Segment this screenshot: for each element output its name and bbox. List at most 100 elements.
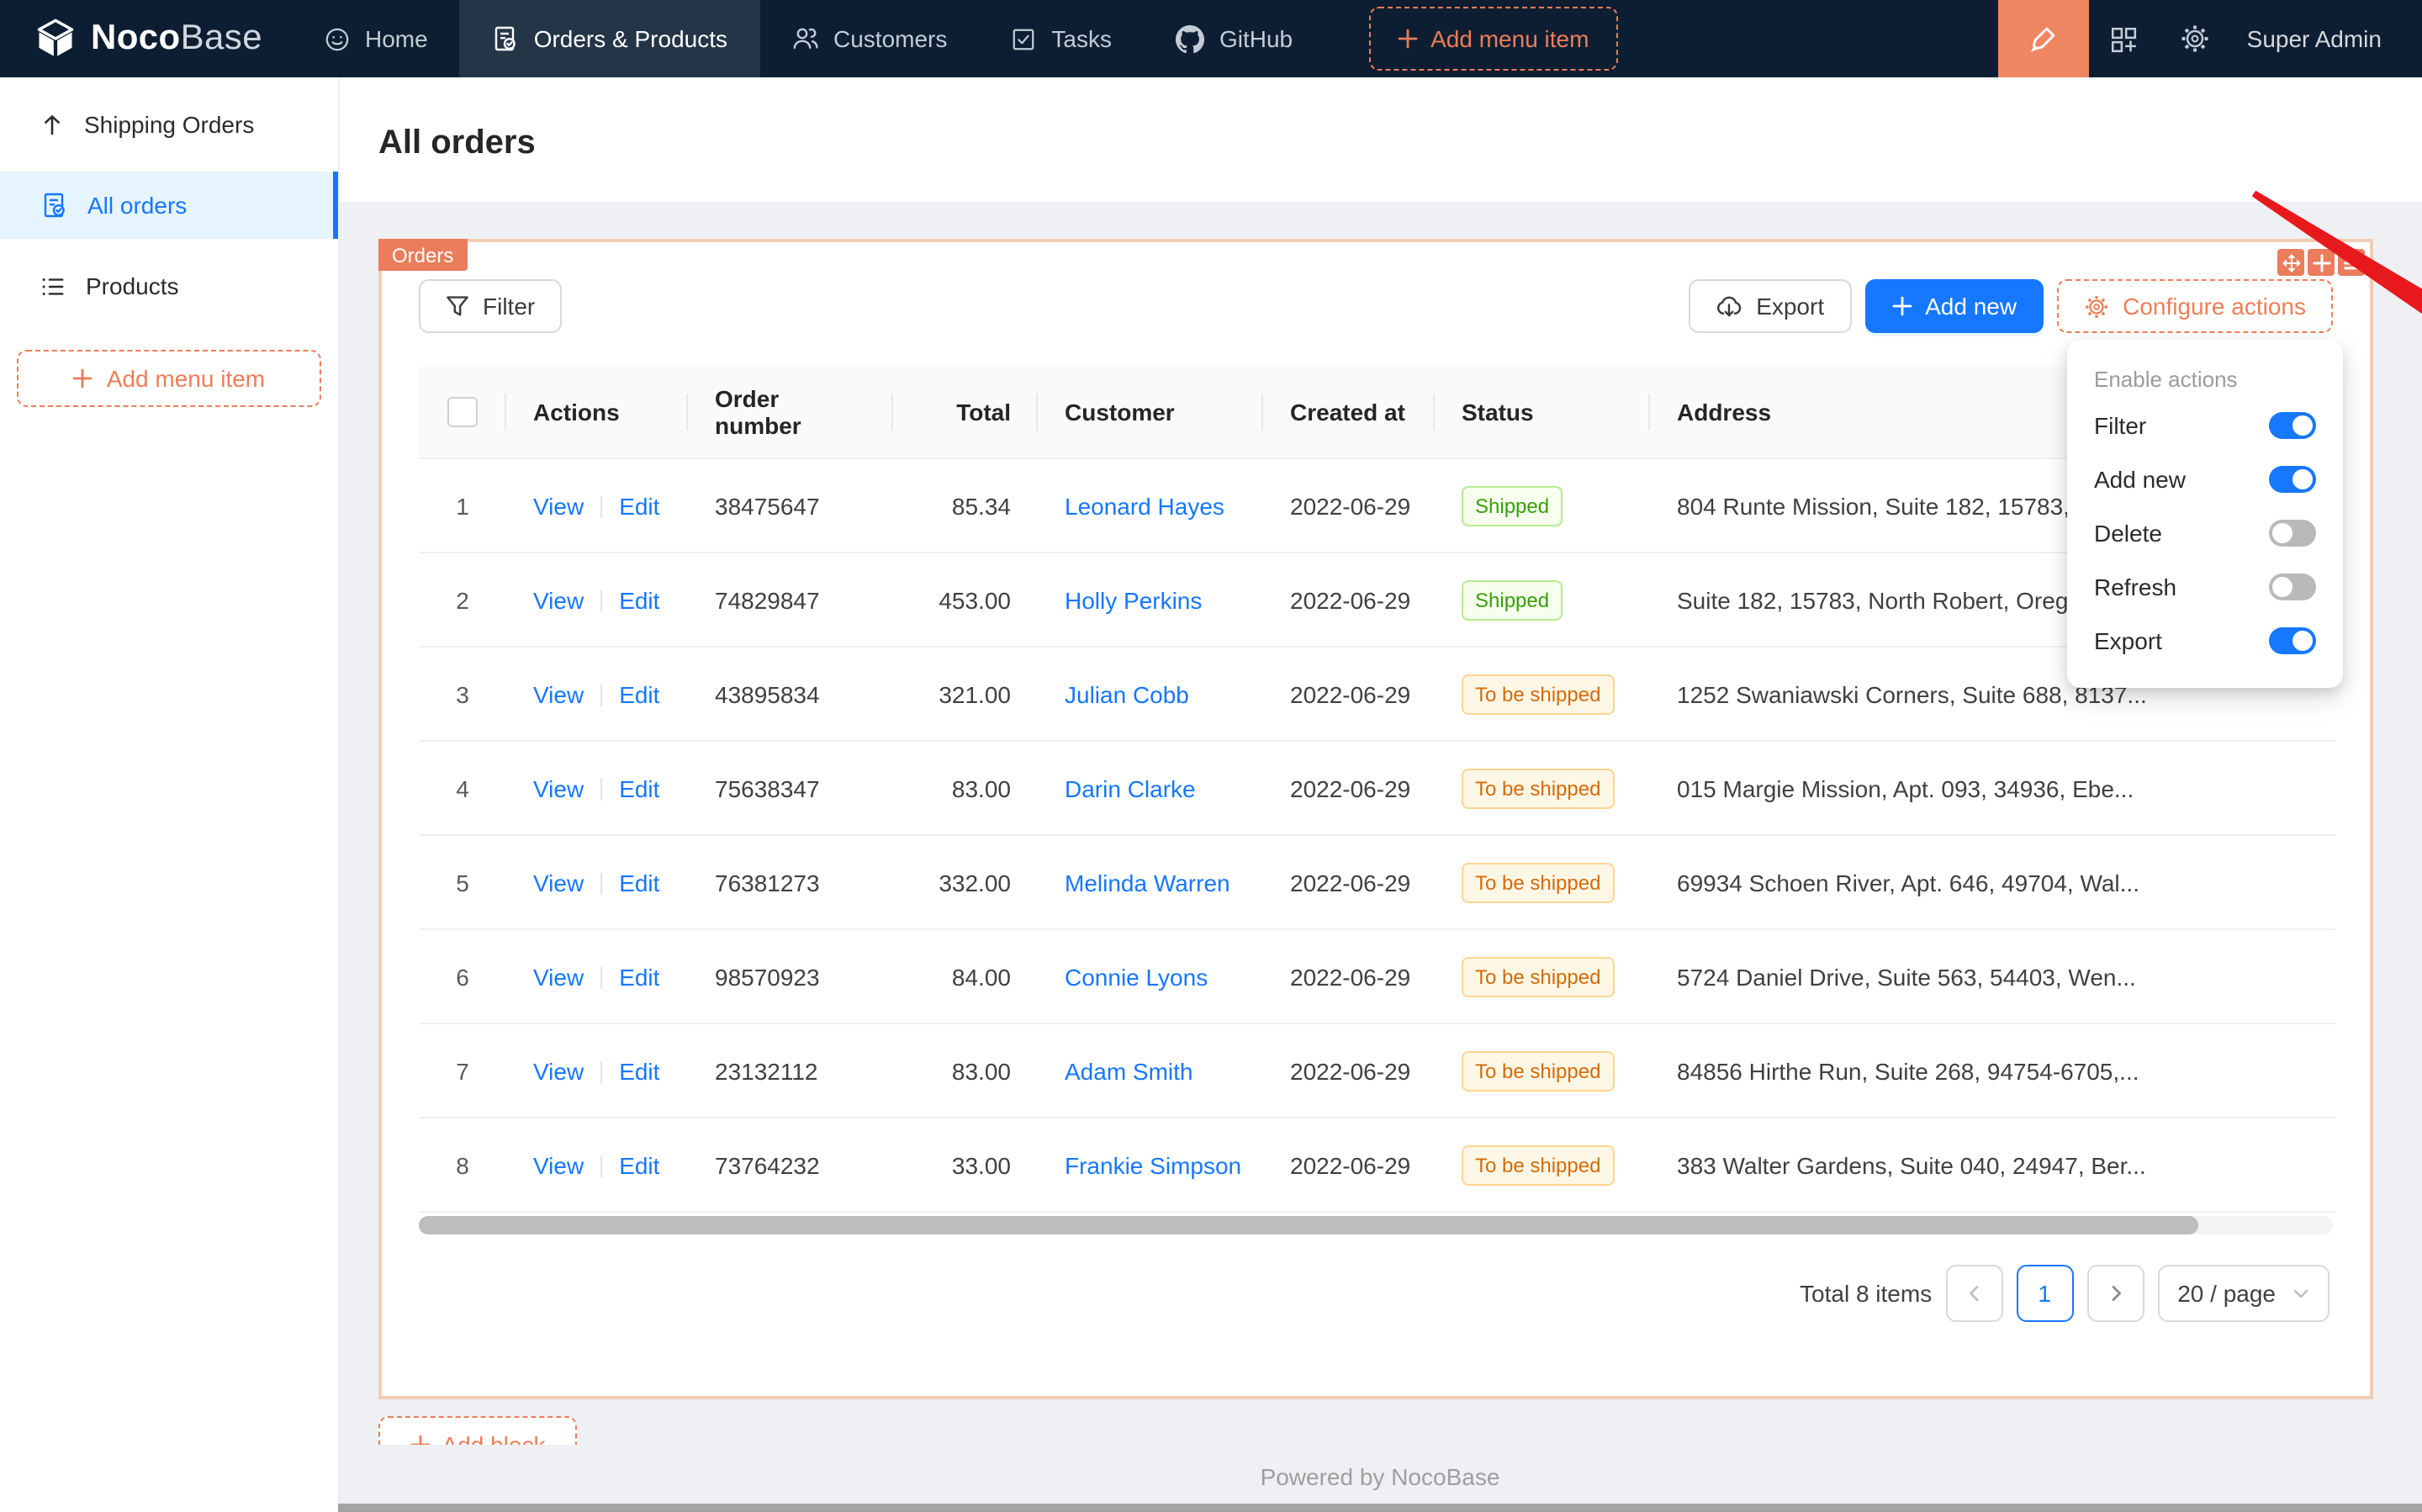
address-cell: 015 Margie Mission, Apt. 093, 34936, Ebe… (1650, 741, 2336, 835)
settings-button[interactable] (2160, 0, 2230, 77)
next-page-button[interactable] (2086, 1265, 2144, 1322)
tab-customers[interactable]: Customers (759, 0, 979, 77)
page-bottom-scrollbar[interactable] (338, 1504, 2422, 1512)
add-block-corner-button[interactable] (2308, 249, 2335, 276)
cube-logo-icon (34, 17, 77, 61)
view-link[interactable]: View (533, 586, 584, 613)
navbar-add-menu-item-button[interactable]: Add menu item (1368, 7, 1617, 71)
order-number-cell: 74829847 (688, 552, 893, 647)
link-divider (600, 495, 602, 517)
edit-link[interactable]: Edit (619, 586, 659, 613)
edit-link[interactable]: Edit (619, 1057, 659, 1084)
order-number-cell: 23132112 (688, 1023, 893, 1118)
add-new-button[interactable]: Add new (1864, 279, 2044, 333)
status-badge: To be shipped (1462, 956, 1614, 997)
sidebar-add-menu-item-button[interactable]: Add menu item (17, 350, 321, 407)
sidebar-item-shipping-orders[interactable]: Shipping Orders (0, 91, 338, 158)
chevron-right-icon (2107, 1285, 2123, 1302)
edit-link[interactable]: Edit (619, 963, 659, 990)
view-link[interactable]: View (533, 963, 584, 990)
page-number: 1 (2038, 1280, 2051, 1307)
col-header-customer: Customer (1038, 367, 1263, 458)
view-link[interactable]: View (533, 1151, 584, 1178)
edit-link[interactable]: Edit (619, 869, 659, 896)
order-number-cell: 43895834 (688, 647, 893, 741)
drag-handle-button[interactable] (2277, 249, 2304, 276)
refresh-toggle[interactable] (2269, 574, 2316, 600)
pagination: Total 8 items 1 20 / page (382, 1265, 2329, 1322)
ui-editor-button[interactable] (1998, 0, 2089, 77)
export-toggle[interactable] (2269, 627, 2316, 654)
dropdown-item-delete[interactable]: Delete (2067, 506, 2343, 560)
dropdown-item-label: Add new (2094, 466, 2186, 493)
view-link[interactable]: View (533, 869, 584, 896)
table-header-row: Actions Order number Total Customer Crea… (419, 367, 2336, 458)
edit-link[interactable]: Edit (619, 775, 659, 801)
add-new-toggle[interactable] (2269, 466, 2316, 493)
horizontal-scrollbar[interactable] (419, 1216, 2333, 1234)
filter-toggle[interactable] (2269, 412, 2316, 439)
customer-link[interactable]: Melinda Warren (1065, 869, 1230, 896)
pagination-total: Total 8 items (1800, 1280, 1932, 1307)
tab-label: Tasks (1051, 25, 1112, 52)
edit-link[interactable]: Edit (619, 1151, 659, 1178)
prev-page-button[interactable] (1945, 1265, 2002, 1322)
filter-button[interactable]: Filter (419, 279, 562, 333)
add-menu-item-label: Add menu item (1430, 25, 1589, 52)
edit-link[interactable]: Edit (619, 492, 659, 519)
customer-link[interactable]: Julian Cobb (1065, 680, 1189, 707)
view-link[interactable]: View (533, 775, 584, 801)
customer-link[interactable]: Connie Lyons (1065, 963, 1208, 990)
order-number-cell: 76381273 (688, 835, 893, 929)
created-at-cell: 2022-06-29 (1263, 929, 1435, 1023)
created-at-cell: 2022-06-29 (1263, 647, 1435, 741)
dropdown-item-refresh[interactable]: Refresh (2067, 560, 2343, 614)
row-index: 3 (419, 647, 506, 741)
add-block-button[interactable]: Add block (378, 1416, 577, 1445)
nocobase-logo[interactable]: NocoBase (0, 17, 293, 61)
dropdown-item-add-new[interactable]: Add new (2067, 452, 2343, 506)
select-all-checkbox[interactable] (447, 397, 478, 427)
view-link[interactable]: View (533, 680, 584, 707)
total-cell: 85.34 (893, 458, 1038, 552)
block-designer-toolbar (2277, 249, 2365, 276)
customer-link[interactable]: Darin Clarke (1065, 775, 1196, 801)
export-button[interactable]: Export (1689, 279, 1851, 333)
tab-tasks[interactable]: Tasks (979, 0, 1144, 77)
status-badge: Shipped (1462, 579, 1563, 620)
tab-github[interactable]: GitHub (1144, 0, 1325, 77)
arrow-up-icon (40, 113, 64, 136)
row-index: 6 (419, 929, 506, 1023)
address-cell: 84856 Hirthe Run, Suite 268, 94754-6705,… (1650, 1023, 2336, 1118)
status-badge: To be shipped (1462, 1050, 1614, 1091)
view-link[interactable]: View (533, 492, 584, 519)
created-at-cell: 2022-06-29 (1263, 1023, 1435, 1118)
add-menu-item-label: Add menu item (107, 365, 265, 392)
smile-icon (325, 26, 350, 51)
sidebar-item-all-orders[interactable]: All orders (0, 172, 338, 239)
page-number-button[interactable]: 1 (2016, 1265, 2073, 1322)
table-row: 3 ViewEdit 43895834 321.00 Julian Cobb 2… (419, 647, 2336, 741)
delete-toggle[interactable] (2269, 520, 2316, 547)
dropdown-item-export[interactable]: Export (2067, 614, 2343, 668)
sidebar-item-products[interactable]: Products (0, 252, 338, 320)
tab-home[interactable]: Home (293, 0, 460, 77)
order-number-cell: 75638347 (688, 741, 893, 835)
block-menu-button[interactable] (2338, 249, 2365, 276)
view-link[interactable]: View (533, 1057, 584, 1084)
page-size-select[interactable]: 20 / page (2157, 1265, 2329, 1322)
scrollbar-thumb[interactable] (419, 1216, 2199, 1234)
user-menu[interactable]: Super Admin (2230, 25, 2422, 52)
customer-link[interactable]: Frankie Simpson (1065, 1151, 1241, 1178)
configure-actions-button[interactable]: Configure actions (2057, 279, 2333, 333)
row-index: 8 (419, 1118, 506, 1212)
dropdown-item-filter[interactable]: Filter (2067, 399, 2343, 452)
customer-link[interactable]: Leonard Hayes (1065, 492, 1224, 519)
sidebar-item-label: Products (86, 272, 179, 299)
customer-link[interactable]: Adam Smith (1065, 1057, 1193, 1084)
edit-link[interactable]: Edit (619, 680, 659, 707)
tab-orders-products[interactable]: Orders & Products (460, 0, 759, 77)
created-at-cell: 2022-06-29 (1263, 552, 1435, 647)
customer-link[interactable]: Holly Perkins (1065, 586, 1202, 613)
plugin-manager-button[interactable] (2089, 0, 2160, 77)
